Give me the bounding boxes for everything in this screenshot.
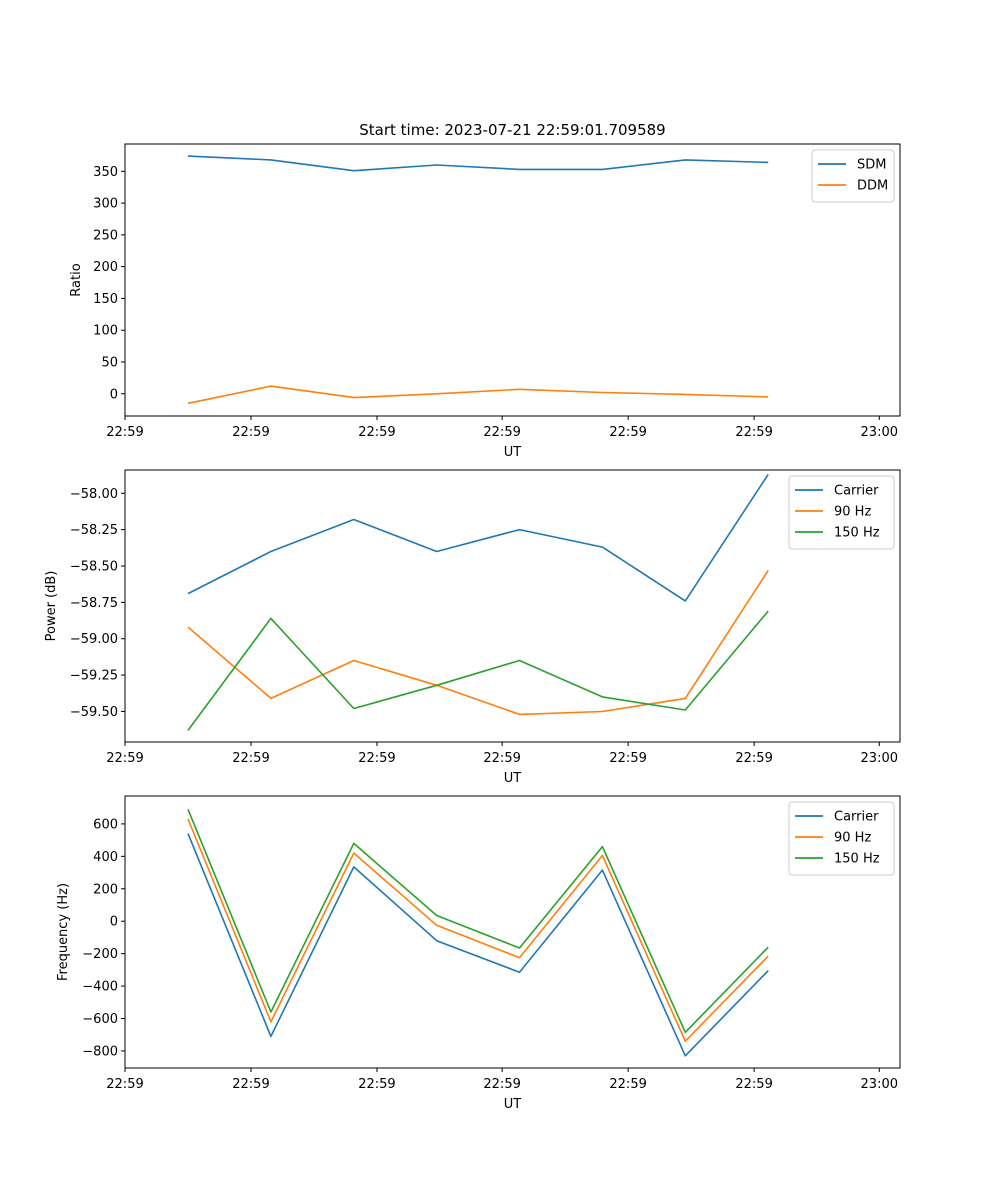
legend-label: 150 Hz [834, 526, 880, 541]
y-axis-label: Ratio [69, 263, 84, 296]
y-tick-label: 50 [101, 355, 118, 370]
x-tick-label: 22:59 [106, 751, 143, 766]
x-tick-label: 22:59 [735, 751, 772, 766]
x-tick-label: 22:59 [106, 1077, 143, 1092]
y-tick-label: 100 [93, 324, 118, 339]
x-tick-label: 23:00 [861, 1077, 898, 1092]
subplot-ratio: Start time: 2023-07-21 22:59:01.709589 2… [69, 121, 901, 460]
series-line-90-hz [187, 818, 769, 1042]
y-tick-label: −58.00 [70, 487, 118, 502]
y-tick-label: 250 [93, 228, 118, 243]
y-tick-label: 400 [93, 850, 118, 865]
legend-label: 150 Hz [834, 852, 880, 867]
legend: SDM DDM [811, 149, 895, 203]
x-tick-label: 22:59 [358, 751, 395, 766]
x-tick-label: 22:59 [483, 751, 520, 766]
y-tick-label: −400 [82, 980, 118, 995]
series-line-carrier [187, 833, 769, 1057]
x-tick-label: 22:59 [483, 1077, 520, 1092]
x-tick-label: 22:59 [232, 751, 269, 766]
legend-label: SDM [857, 158, 886, 173]
x-tick-label: 23:00 [861, 751, 898, 766]
y-tick-label: 300 [93, 197, 118, 212]
x-tick-label: 23:00 [861, 425, 898, 440]
y-axis-label: Power (dB) [44, 571, 59, 642]
legend-label: Carrier [834, 484, 879, 499]
subplot-power: 22:59 22:59 22:59 22:59 22:59 22:59 23:00 −59.5… [44, 469, 901, 786]
y-tick-label: 200 [93, 260, 118, 275]
x-tick-label: 22:59 [358, 425, 395, 440]
chart-title: Start time: 2023-07-21 22:59:01.709589 [359, 121, 665, 139]
x-axis-label: UT [504, 1097, 522, 1112]
legend: Carrier 90 Hz 150 Hz [788, 801, 895, 876]
y-tick-label: −600 [82, 1012, 118, 1027]
x-tick-label: 22:59 [735, 1077, 772, 1092]
plot-frame [124, 143, 901, 417]
y-tick-label: 0 [110, 915, 118, 930]
y-tick-label: −58.75 [70, 596, 118, 611]
legend-label: Carrier [834, 810, 879, 825]
y-tick-label: −58.50 [70, 560, 118, 575]
y-tick-label: −800 [82, 1044, 118, 1059]
x-tick-label: 22:59 [358, 1077, 395, 1092]
series-line-150-hz [187, 808, 769, 1034]
y-tick-label: −58.25 [70, 523, 118, 538]
x-tick-label: 22:59 [106, 425, 143, 440]
legend: Carrier 90 Hz 150 Hz [788, 475, 895, 550]
legend-label: 90 Hz [834, 505, 871, 520]
series-line-90-hz [187, 569, 769, 716]
x-tick-label: 22:59 [609, 425, 646, 440]
series-line-carrier [187, 473, 769, 602]
series-line-sdm [187, 155, 769, 172]
y-tick-label: −59.50 [70, 705, 118, 720]
x-tick-label: 22:59 [735, 425, 772, 440]
x-tick-label: 22:59 [483, 425, 520, 440]
subplot-frequency: 22:59 22:59 22:59 22:59 22:59 22:59 23:00 −800 −… [56, 795, 901, 1112]
series-line-150-hz [187, 610, 769, 731]
legend-box [811, 149, 895, 203]
plot-frame [124, 795, 901, 1069]
y-tick-label: −59.00 [70, 632, 118, 647]
y-tick-label: 0 [110, 387, 118, 402]
y-axis-label: Frequency (Hz) [56, 883, 71, 981]
x-axis-label: UT [504, 771, 522, 786]
y-tick-label: 200 [93, 882, 118, 897]
y-tick-label: 150 [93, 292, 118, 307]
y-tick-label: 350 [93, 165, 118, 180]
x-tick-label: 22:59 [232, 1077, 269, 1092]
x-tick-label: 22:59 [232, 425, 269, 440]
plot-area: 22:59 22:59 22:59 22:59 22:59 22:59 23:00 −800 −… [82, 801, 898, 1092]
x-tick-label: 22:59 [609, 1077, 646, 1092]
series-line-ddm [187, 385, 769, 405]
y-tick-label: −59.25 [70, 669, 118, 684]
x-tick-label: 22:59 [609, 751, 646, 766]
plot-area: 22:59 22:59 22:59 22:59 22:59 22:59 23:00 0 50 10… [93, 149, 898, 440]
x-axis-label: UT [504, 445, 522, 460]
plot-frame [124, 469, 901, 743]
y-tick-label: 600 [93, 817, 118, 832]
y-tick-label: −200 [82, 947, 118, 962]
legend-box [788, 801, 895, 876]
legend-label: 90 Hz [834, 831, 871, 846]
legend-label: DDM [857, 179, 888, 194]
legend-box [788, 475, 895, 550]
plot-area: 22:59 22:59 22:59 22:59 22:59 22:59 23:00 −59.5… [70, 473, 898, 766]
